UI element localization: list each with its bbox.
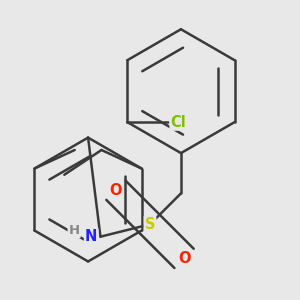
- Text: O: O: [110, 183, 122, 198]
- Text: O: O: [178, 251, 190, 266]
- Text: N: N: [85, 229, 98, 244]
- Text: H: H: [69, 224, 80, 237]
- Text: Cl: Cl: [170, 115, 186, 130]
- Text: S: S: [145, 217, 155, 232]
